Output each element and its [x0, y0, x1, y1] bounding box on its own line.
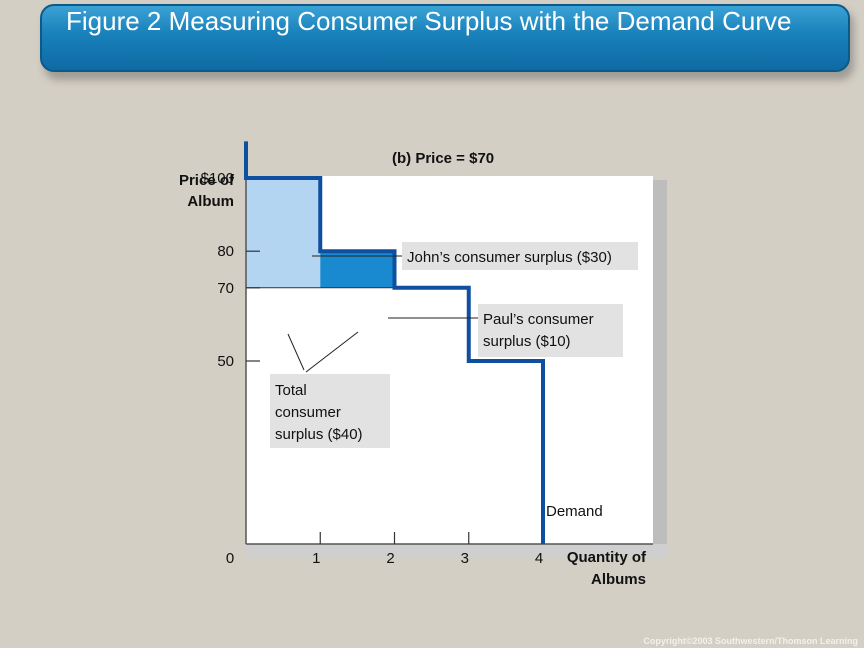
total-leader-line-paul — [305, 331, 359, 373]
total-callout-line-3: surplus ($40) — [275, 426, 363, 443]
john-callout-text: John’s consumer surplus ($30) — [407, 249, 612, 266]
y-axis-label-line-2: Album — [187, 193, 234, 210]
x-tick-label: 2 — [386, 550, 394, 567]
paul-callout-box — [478, 304, 623, 357]
x-tick-label: 4 — [535, 550, 543, 567]
total-callout-line-1: Total — [275, 382, 307, 399]
y-axis-label-line-1: Price of — [179, 172, 235, 189]
paul-callout-line-2: surplus ($10) — [483, 333, 571, 350]
john-callout-box — [402, 242, 638, 270]
john-surplus-area — [246, 178, 321, 288]
y-tick-label: 70 — [217, 280, 234, 297]
chart-subtitle: (b) Price = $70 — [392, 150, 494, 167]
slide-title: Figure 2 Measuring Consumer Surplus with… — [66, 6, 792, 36]
origin-label: 0 — [226, 550, 234, 567]
total-callout-line-2: consumer — [275, 404, 341, 421]
total-leader-line-john — [287, 333, 305, 371]
paul-surplus-area — [320, 251, 395, 288]
title-banner — [40, 4, 850, 72]
copyright-footer: Copyright©2003 Southwestern/Thomson Lear… — [643, 636, 858, 646]
demand-series-label: Demand — [546, 503, 603, 520]
x-tick-label: 1 — [312, 550, 320, 567]
x-tick-label: 3 — [461, 550, 469, 567]
paul-callout-line-1: Paul’s consumer — [483, 311, 594, 328]
x-axis-label-line-1: Quantity of — [567, 549, 647, 566]
y-tick-label: $100 — [201, 170, 234, 187]
y-tick-label: 80 — [217, 243, 234, 260]
x-axis-label-line-2: Albums — [591, 571, 646, 588]
total-callout-box — [270, 374, 390, 448]
y-tick-label: 50 — [217, 353, 234, 370]
plot-panel-bottom — [246, 544, 667, 558]
demand-curve — [244, 141, 545, 544]
plot-panel-shadow — [653, 180, 667, 558]
